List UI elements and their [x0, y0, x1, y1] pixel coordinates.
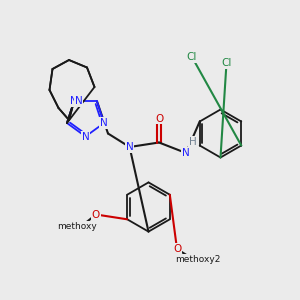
Text: N: N	[182, 148, 190, 158]
Text: O: O	[155, 113, 163, 124]
Text: methoxy2: methoxy2	[175, 255, 221, 264]
Text: methoxy: methoxy	[58, 222, 97, 231]
Text: Cl: Cl	[221, 58, 232, 68]
Text: N: N	[70, 96, 78, 106]
Text: O: O	[173, 244, 181, 254]
Text: N: N	[126, 142, 134, 152]
Text: N: N	[75, 96, 83, 106]
Text: Cl: Cl	[187, 52, 197, 62]
Text: N: N	[100, 118, 108, 128]
Text: O: O	[92, 209, 100, 220]
Text: N: N	[82, 131, 89, 142]
Text: H: H	[189, 136, 196, 147]
